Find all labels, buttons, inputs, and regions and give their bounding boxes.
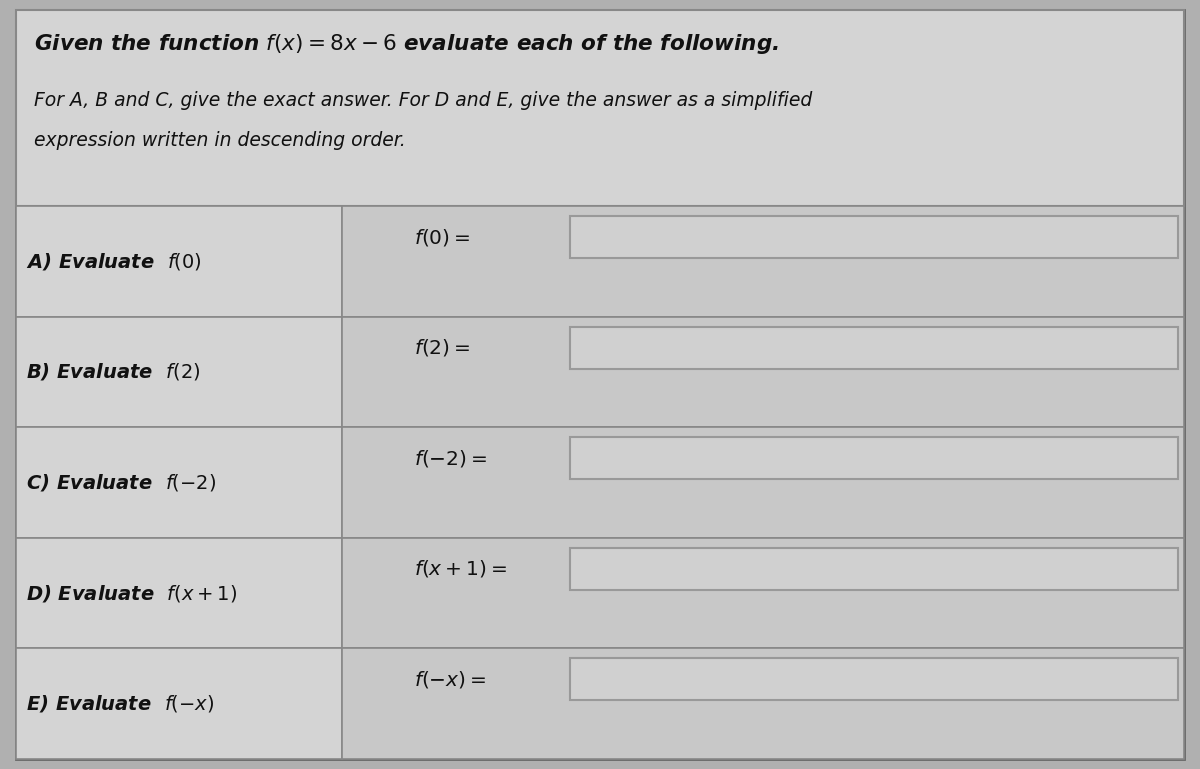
FancyBboxPatch shape <box>570 216 1178 258</box>
FancyBboxPatch shape <box>342 538 1184 648</box>
FancyBboxPatch shape <box>16 10 1184 759</box>
FancyBboxPatch shape <box>342 206 1184 317</box>
Text: B) Evaluate  $f(2)$: B) Evaluate $f(2)$ <box>26 361 200 382</box>
FancyBboxPatch shape <box>16 10 1184 206</box>
FancyBboxPatch shape <box>342 317 1184 428</box>
FancyBboxPatch shape <box>570 548 1178 590</box>
FancyBboxPatch shape <box>570 658 1178 701</box>
Text: $f( - 2) =$: $f( - 2) =$ <box>414 448 487 469</box>
FancyBboxPatch shape <box>16 206 342 317</box>
Text: $f(0) =$: $f(0) =$ <box>414 227 470 248</box>
FancyBboxPatch shape <box>16 648 342 759</box>
Text: E) Evaluate  $f(-x)$: E) Evaluate $f(-x)$ <box>26 693 215 714</box>
FancyBboxPatch shape <box>16 317 342 428</box>
FancyBboxPatch shape <box>16 428 342 538</box>
Text: A) Evaluate  $f(0)$: A) Evaluate $f(0)$ <box>26 251 203 272</box>
FancyBboxPatch shape <box>16 538 342 648</box>
Text: $f( - x) =$: $f( - x) =$ <box>414 669 486 690</box>
Text: D) Evaluate  $f(x+1)$: D) Evaluate $f(x+1)$ <box>26 583 238 604</box>
FancyBboxPatch shape <box>570 327 1178 368</box>
FancyBboxPatch shape <box>342 428 1184 538</box>
Text: $f(x + 1) =$: $f(x + 1) =$ <box>414 558 506 579</box>
FancyBboxPatch shape <box>342 648 1184 759</box>
Text: expression written in descending order.: expression written in descending order. <box>34 131 406 151</box>
Text: For A, B and C, give the exact answer. For D and E, give the answer as a simplif: For A, B and C, give the exact answer. F… <box>34 91 812 110</box>
Text: C) Evaluate  $f(-2)$: C) Evaluate $f(-2)$ <box>26 472 217 493</box>
Text: Given the function $f(x) = 8x - 6$ evaluate each of the following.: Given the function $f(x) = 8x - 6$ evalu… <box>34 32 779 55</box>
Text: $f(2) =$: $f(2) =$ <box>414 337 470 358</box>
FancyBboxPatch shape <box>570 438 1178 479</box>
